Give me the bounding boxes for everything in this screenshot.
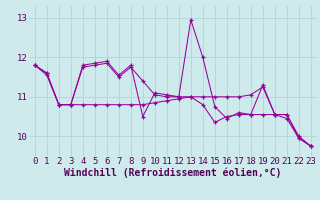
X-axis label: Windchill (Refroidissement éolien,°C): Windchill (Refroidissement éolien,°C) [64, 168, 282, 178]
